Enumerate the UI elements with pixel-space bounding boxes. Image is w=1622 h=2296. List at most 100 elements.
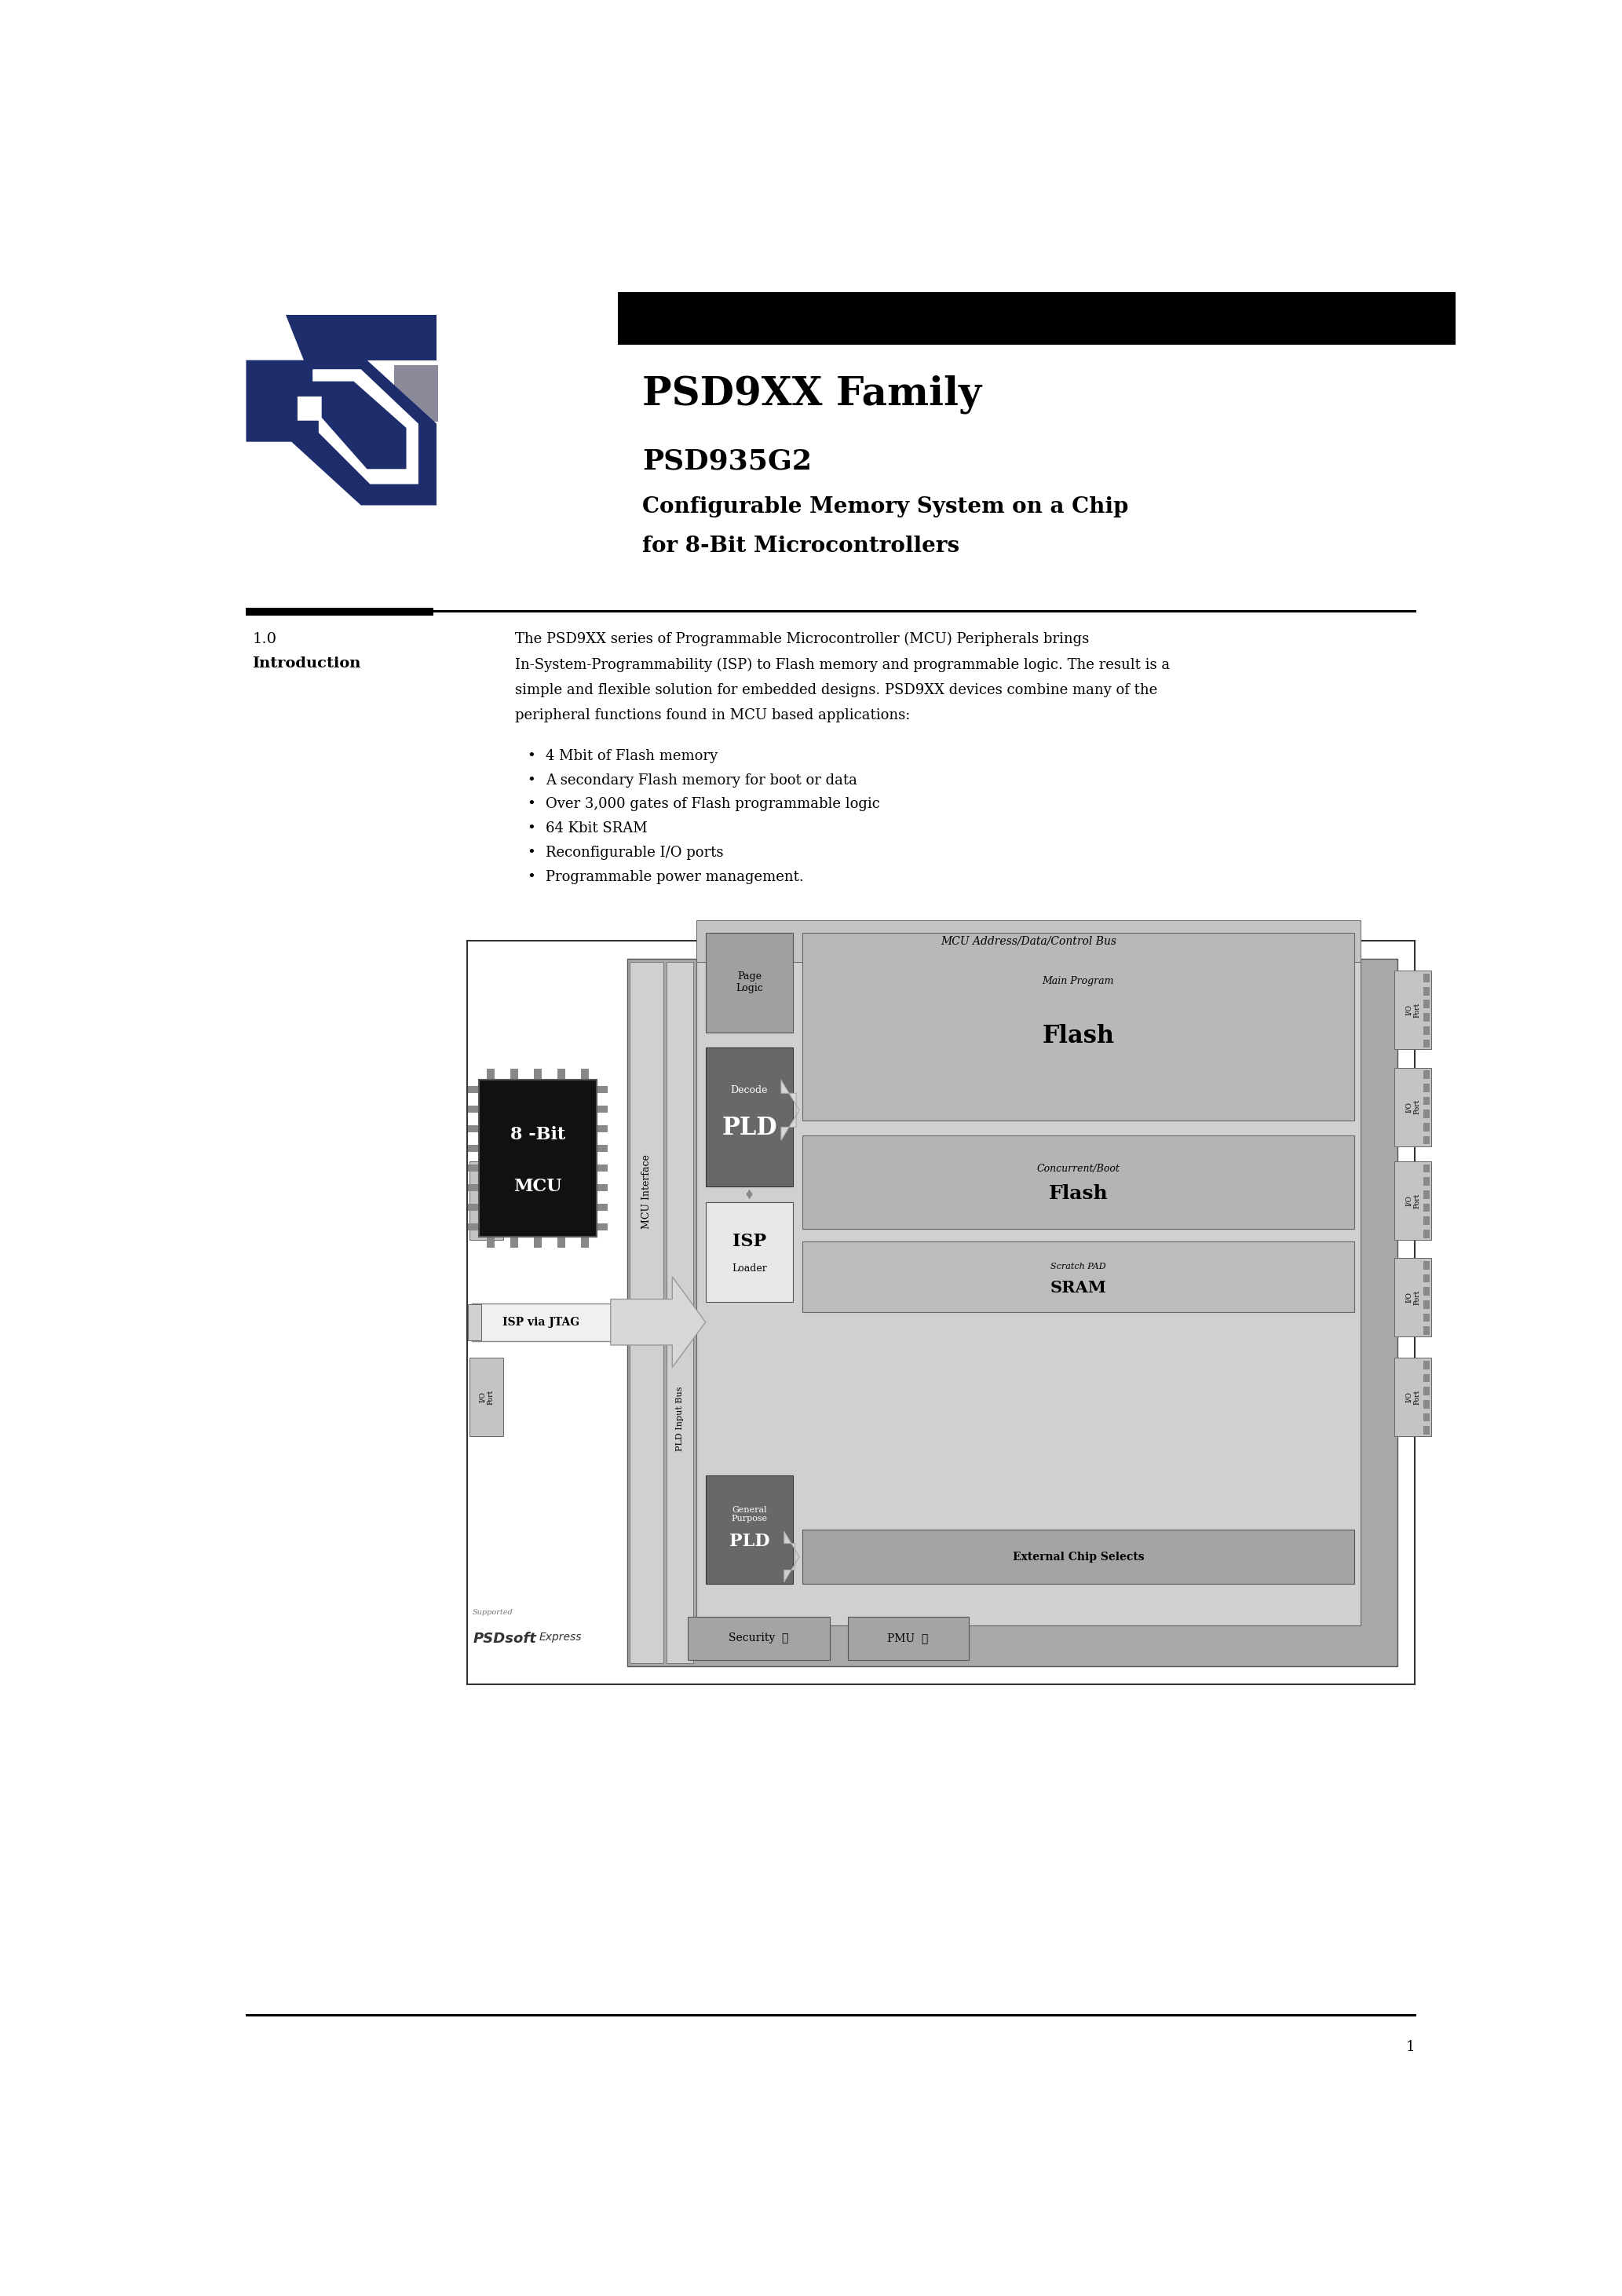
Bar bbox=[1395, 1258, 1431, 1336]
Bar bbox=[487, 1238, 495, 1247]
Bar bbox=[706, 932, 793, 1033]
Bar bbox=[597, 1224, 608, 1231]
Text: MCU Address/Data/Control Bus: MCU Address/Data/Control Bus bbox=[941, 937, 1116, 946]
Bar bbox=[1395, 1068, 1431, 1146]
Bar bbox=[803, 1134, 1354, 1228]
Text: PSD9XX Family: PSD9XX Family bbox=[642, 374, 981, 413]
Text: I/O
Port: I/O Port bbox=[478, 1389, 495, 1405]
Text: PSD935G2: PSD935G2 bbox=[642, 448, 811, 475]
Text: PLD: PLD bbox=[722, 1116, 777, 1141]
Text: I/O
Port: I/O Port bbox=[1405, 1389, 1421, 1405]
Bar bbox=[1424, 1373, 1429, 1382]
Bar bbox=[1395, 1162, 1431, 1240]
Text: Introduction: Introduction bbox=[251, 657, 360, 670]
Bar bbox=[1424, 1426, 1429, 1435]
Text: •: • bbox=[527, 870, 535, 884]
Bar bbox=[469, 1164, 478, 1171]
Bar bbox=[469, 1146, 478, 1153]
Text: ISP via JTAG: ISP via JTAG bbox=[503, 1316, 579, 1327]
Text: Concurrent/Boot: Concurrent/Boot bbox=[1036, 1164, 1119, 1173]
Bar bbox=[1424, 1070, 1429, 1079]
Bar bbox=[1424, 1013, 1429, 1022]
Text: Decode: Decode bbox=[732, 1084, 767, 1095]
Text: In-System-Programmability (ISP) to Flash memory and programmable logic. The resu: In-System-Programmability (ISP) to Flash… bbox=[516, 657, 1169, 673]
Bar bbox=[1424, 1109, 1429, 1118]
Bar bbox=[688, 1616, 829, 1660]
Text: Security  🔒: Security 🔒 bbox=[728, 1632, 788, 1644]
Bar bbox=[1424, 1387, 1429, 1396]
Bar bbox=[1424, 1412, 1429, 1421]
Bar bbox=[1424, 1001, 1429, 1008]
Text: PSDsoft: PSDsoft bbox=[472, 1632, 537, 1646]
Bar bbox=[534, 1238, 542, 1247]
Bar bbox=[1424, 1362, 1429, 1368]
Text: I/O
Port: I/O Port bbox=[1405, 1290, 1421, 1304]
Bar bbox=[469, 1203, 478, 1210]
Bar bbox=[511, 1238, 517, 1247]
Bar bbox=[247, 2014, 1416, 2016]
Bar bbox=[1424, 1313, 1429, 1322]
Polygon shape bbox=[782, 1079, 800, 1141]
Text: General
Purpose: General Purpose bbox=[732, 1506, 767, 1522]
Text: Express: Express bbox=[539, 1632, 582, 1642]
Polygon shape bbox=[285, 315, 436, 360]
Bar bbox=[628, 960, 1398, 1667]
Bar bbox=[597, 1125, 608, 1132]
Text: Flash: Flash bbox=[1041, 1024, 1114, 1047]
Bar bbox=[469, 1104, 478, 1114]
Text: Page
Logic: Page Logic bbox=[736, 971, 762, 994]
Text: I/O
Port: I/O Port bbox=[1405, 1100, 1421, 1114]
Text: Scratch PAD: Scratch PAD bbox=[1051, 1263, 1106, 1270]
Bar bbox=[1424, 987, 1429, 996]
Text: •: • bbox=[527, 845, 535, 859]
Text: 1.0: 1.0 bbox=[251, 631, 276, 647]
Bar bbox=[469, 1224, 478, 1231]
Text: for 8-Bit Microcontrollers: for 8-Bit Microcontrollers bbox=[642, 535, 959, 556]
Bar bbox=[1424, 1261, 1429, 1270]
Bar bbox=[848, 1616, 968, 1660]
Bar bbox=[1424, 1097, 1429, 1104]
Bar bbox=[696, 921, 1361, 962]
Bar bbox=[1424, 1401, 1429, 1407]
Text: MCU: MCU bbox=[514, 1178, 561, 1196]
Bar bbox=[472, 1304, 610, 1341]
Text: Flash: Flash bbox=[1048, 1185, 1108, 1203]
Text: •: • bbox=[527, 797, 535, 810]
Bar bbox=[597, 1104, 608, 1114]
Text: peripheral functions found in MCU based applications:: peripheral functions found in MCU based … bbox=[516, 709, 910, 723]
Bar bbox=[1424, 1288, 1429, 1295]
Text: I/O
Port: I/O Port bbox=[478, 1194, 495, 1208]
Bar bbox=[1424, 1137, 1429, 1143]
Bar bbox=[247, 608, 433, 615]
Bar bbox=[469, 1185, 478, 1192]
Text: 1: 1 bbox=[1406, 2039, 1414, 2055]
Bar bbox=[1424, 1217, 1429, 1226]
Text: •: • bbox=[527, 822, 535, 836]
Text: A secondary Flash memory for boot or data: A secondary Flash memory for boot or dat… bbox=[545, 774, 856, 788]
Bar bbox=[1424, 1123, 1429, 1132]
Bar bbox=[478, 1079, 597, 1238]
Bar bbox=[706, 1047, 793, 1187]
Bar bbox=[1424, 1327, 1429, 1334]
Polygon shape bbox=[610, 1277, 706, 1368]
Text: Main Program: Main Program bbox=[1043, 976, 1114, 987]
Bar bbox=[1424, 1026, 1429, 1035]
Bar bbox=[1424, 1274, 1429, 1283]
Text: MCU Interface: MCU Interface bbox=[641, 1155, 652, 1228]
Bar bbox=[706, 1474, 793, 1584]
Bar bbox=[469, 1304, 482, 1341]
Bar bbox=[1395, 1357, 1431, 1437]
Bar bbox=[1424, 1231, 1429, 1238]
Bar bbox=[1424, 1164, 1429, 1173]
Text: PLD: PLD bbox=[730, 1534, 769, 1550]
Text: Programmable power management.: Programmable power management. bbox=[545, 870, 803, 884]
Text: External Chip Selects: External Chip Selects bbox=[1012, 1552, 1144, 1561]
Bar bbox=[1424, 1203, 1429, 1212]
Bar bbox=[1395, 971, 1431, 1049]
Text: Configurable Memory System on a Chip: Configurable Memory System on a Chip bbox=[642, 496, 1129, 517]
Polygon shape bbox=[783, 1531, 800, 1582]
Bar bbox=[511, 1068, 517, 1079]
Bar bbox=[803, 1242, 1354, 1313]
Bar bbox=[558, 1068, 564, 1079]
Bar bbox=[696, 962, 1361, 1626]
